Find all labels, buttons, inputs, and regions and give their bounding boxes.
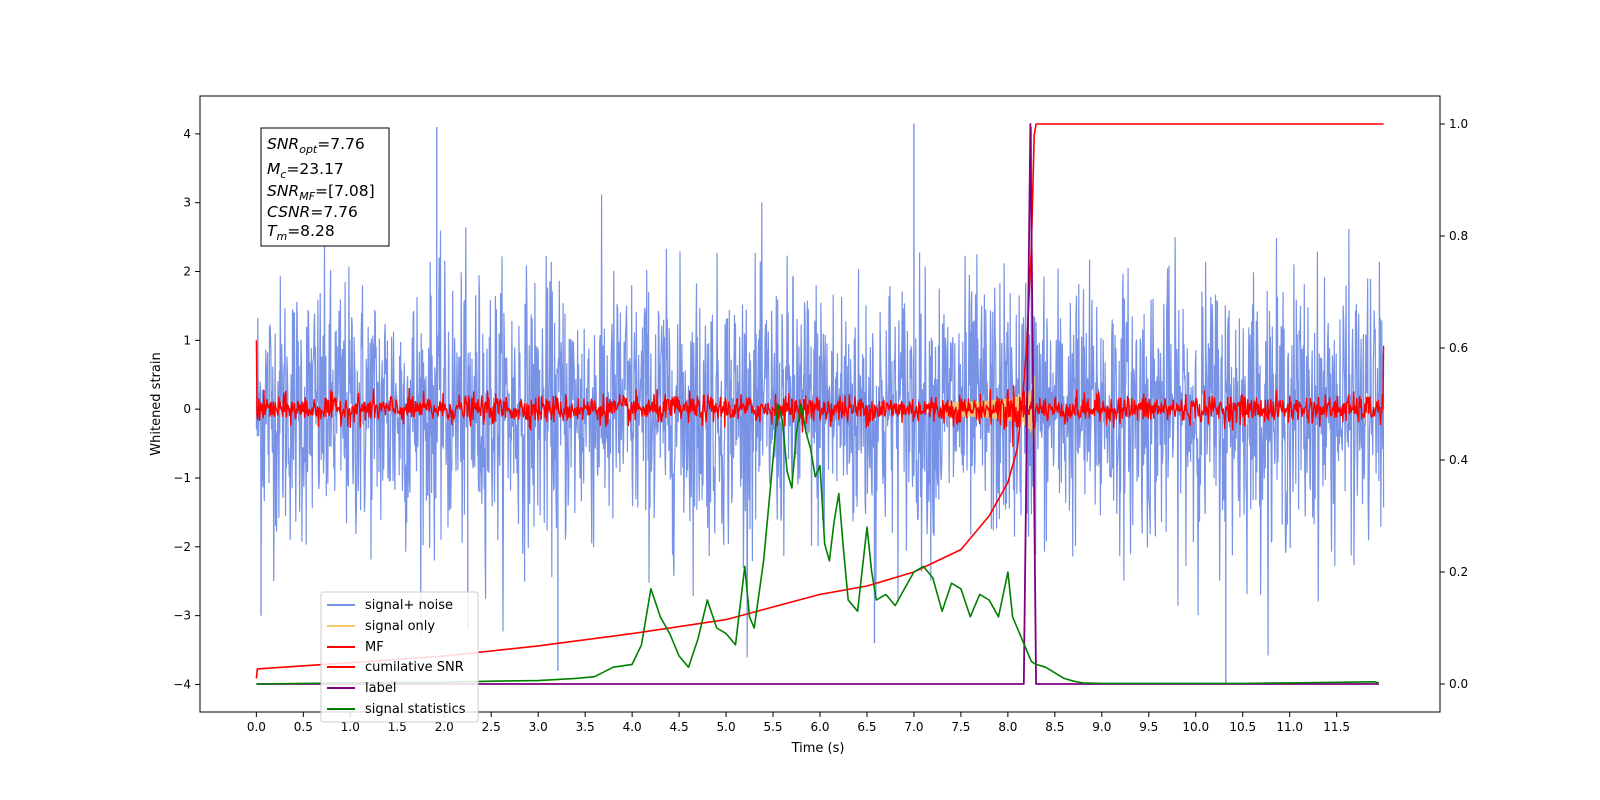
signal-statistics-line	[256, 403, 1380, 685]
x-tick-label: 8.5	[1045, 720, 1064, 734]
legend: signal+ noise signal only MF cumilative …	[320, 591, 479, 723]
legend-frame	[320, 591, 479, 723]
y-right-tick-label: 0.8	[1449, 229, 1468, 243]
y-left-tick-label: 2	[183, 265, 191, 279]
x-tick-label: 8.0	[998, 720, 1017, 734]
x-tick-label: 4.0	[623, 720, 642, 734]
y-left-tick-label: 1	[183, 333, 191, 347]
x-tick-label: 0.5	[294, 720, 313, 734]
y-left-tick-label: 3	[183, 196, 191, 210]
annotation-snr-opt: SNRopt=7.76	[267, 135, 365, 156]
x-tick-label: 5.0	[717, 720, 736, 734]
legend-label-mf: MF	[365, 640, 384, 655]
x-tick-label: 3.5	[576, 720, 595, 734]
series-signal-statistics	[256, 403, 1380, 685]
x-tick-label: 9.5	[1139, 720, 1158, 734]
legend-label-signal-statistics: signal statistics	[365, 702, 466, 717]
x-tick-label: 5.5	[763, 720, 782, 734]
y-left-tick-label: −3	[173, 609, 191, 623]
x-tick-label: 1.5	[388, 720, 407, 734]
x-tick-label: 0.0	[247, 720, 266, 734]
x-tick-label: 3.0	[529, 720, 548, 734]
y-right-tick-label: 0.0	[1449, 677, 1468, 691]
x-tick-label: 9.0	[1092, 720, 1111, 734]
y-axis-left-ticks: 4 3 2 1 0 −1 −2 −3 −4	[173, 127, 200, 691]
x-tick-label: 4.5	[670, 720, 689, 734]
x-tick-label: 7.5	[951, 720, 970, 734]
y-right-tick-label: 0.2	[1449, 565, 1468, 579]
legend-label-cumilative-snr: cumilative SNR	[365, 660, 464, 675]
series-mf	[255, 340, 1385, 448]
mf-line	[255, 340, 1385, 448]
x-tick-label: 2.5	[482, 720, 501, 734]
x-tick-label: 10.5	[1229, 720, 1256, 734]
series-signal-noise	[255, 123, 1385, 685]
annotation-snr-mf: SNRMF=[7.08]	[267, 182, 375, 203]
x-tick-label: 6.0	[810, 720, 829, 734]
y-axis-right-ticks: 1.0 0.8 0.6 0.4 0.2 0.0	[1440, 117, 1468, 691]
x-tick-label: 2.0	[435, 720, 454, 734]
y-left-tick-label: −1	[173, 471, 191, 485]
x-axis-label: Time (s)	[791, 741, 845, 756]
y-axis-label: Whitened strain	[149, 352, 164, 455]
x-tick-label: 11.0	[1276, 720, 1303, 734]
x-axis-ticks: 0.0 0.5 1.0 1.5 2.0 2.5 3.0 3.5 4.0 4.5 5.0 5.5 6.0 6…	[247, 712, 1350, 734]
x-tick-label: 11.5	[1323, 720, 1350, 734]
y-right-tick-label: 1.0	[1449, 117, 1468, 131]
x-tick-label: 7.0	[904, 720, 923, 734]
y-left-tick-label: −2	[173, 540, 191, 554]
annotation-tm: Tm=8.28	[267, 222, 335, 243]
annotation-mc: Mc=23.17	[267, 160, 344, 181]
legend-label-signal-noise: signal+ noise	[365, 598, 453, 613]
annotation-csnr: CSNR=7.76	[267, 203, 358, 221]
annotation-box-frame	[260, 127, 390, 247]
x-tick-label: 6.5	[857, 720, 876, 734]
stats-annotation-box: SNRopt=7.76 Mc=23.17 SNRMF=[7.08] CSNR=7…	[260, 127, 390, 247]
y-left-tick-label: 0	[183, 402, 191, 416]
x-tick-label: 1.0	[341, 720, 360, 734]
y-left-tick-label: −4	[173, 677, 191, 691]
legend-label-signal-only: signal only	[365, 619, 435, 634]
x-tick-label: 10.0	[1182, 720, 1209, 734]
legend-label-label: label	[365, 681, 396, 696]
y-right-tick-label: 0.4	[1449, 453, 1468, 467]
y-right-tick-label: 0.6	[1449, 341, 1468, 355]
y-left-tick-label: 4	[183, 127, 191, 141]
plot-area	[255, 123, 1385, 685]
signal-noise-line	[255, 194, 1385, 658]
